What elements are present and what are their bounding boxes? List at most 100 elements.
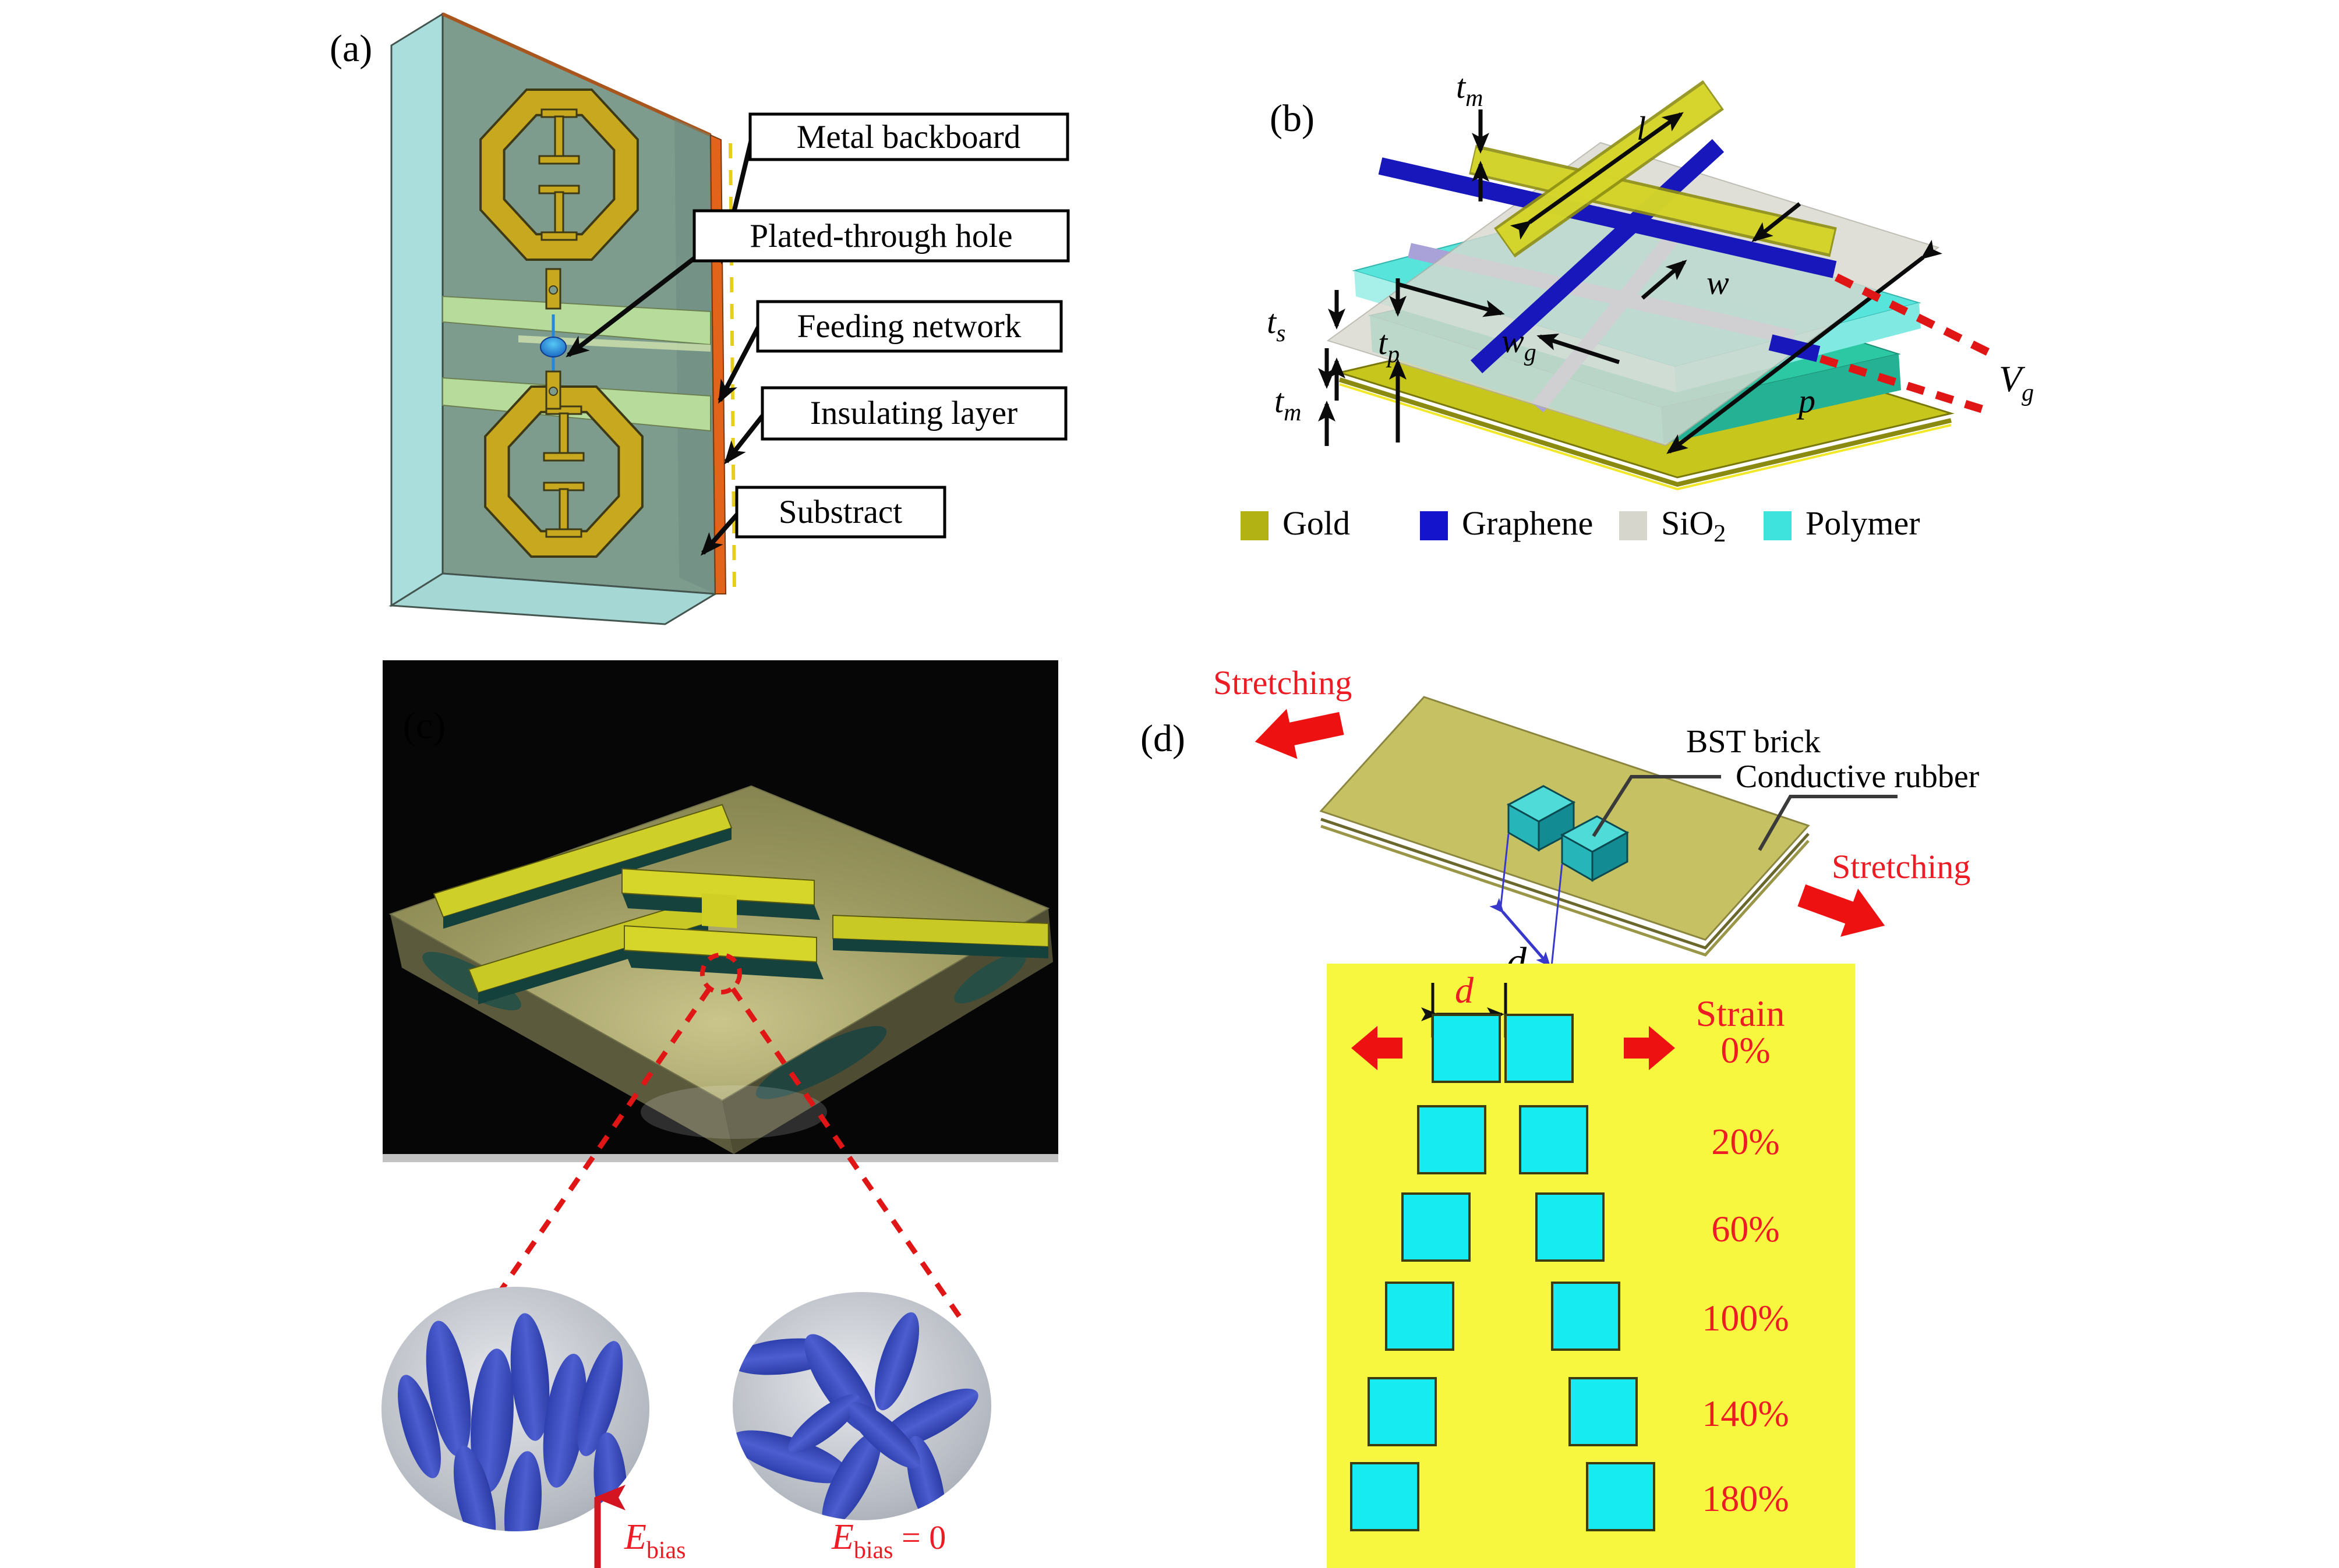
conductive-rubber-pointer bbox=[1758, 795, 1898, 851]
callout-box-insulating-layer bbox=[761, 386, 1068, 441]
d-arrow-blue bbox=[1489, 898, 1551, 968]
h-bottom-bar bbox=[624, 925, 817, 963]
label-tm-bottom-sub: m bbox=[1284, 399, 1301, 426]
h-resonator bbox=[621, 868, 824, 979]
svg-text:Ebias: Ebias bbox=[624, 1517, 686, 1564]
strain-values: 0% 20% 60% 100% 140% 180% bbox=[1702, 1029, 1789, 1519]
callout-feeding-network: Feeding network bbox=[797, 308, 1022, 345]
svg-text:tm: tm bbox=[1274, 382, 1301, 426]
label-ebias: E bbox=[624, 1517, 646, 1557]
label-vg-sub: g bbox=[2022, 380, 2034, 406]
strain-rows bbox=[1350, 1014, 1655, 1531]
stretching-right-label: Stretching bbox=[1832, 848, 1970, 886]
strain-100: 100% bbox=[1702, 1297, 1789, 1339]
bst-brick-pointer bbox=[1592, 775, 1721, 837]
square-r1-right bbox=[1519, 1105, 1588, 1174]
strain-180: 180% bbox=[1702, 1478, 1789, 1519]
svg-text:ts: ts bbox=[1267, 303, 1285, 347]
square-r5-left bbox=[1350, 1462, 1419, 1531]
strain-arrow-left bbox=[1351, 1026, 1402, 1070]
label-w: w bbox=[1706, 264, 1729, 302]
bst-brick-1 bbox=[1506, 785, 1576, 852]
callout-boxes: Metal backboard Plated-through hole Feed… bbox=[692, 112, 1070, 539]
legend-swatch-sio2 bbox=[1619, 511, 1647, 540]
material-legend: Gold Graphene SiO2 Polymer bbox=[1241, 504, 1920, 547]
strain-60: 60% bbox=[1711, 1208, 1779, 1250]
stretching-left-label: Stretching bbox=[1213, 664, 1352, 702]
panel-a-tag: (a) bbox=[330, 27, 372, 70]
h-bottom-bar-side bbox=[624, 950, 824, 979]
dimension-labels: tm l w ts wg p tp tm Vg bbox=[1267, 68, 2034, 426]
callout-insulating-layer: Insulating layer bbox=[810, 395, 1017, 431]
wg-arrow-left bbox=[1536, 333, 1620, 364]
board-left-face bbox=[390, 12, 444, 607]
legend-label-graphene: Graphene bbox=[1462, 504, 1593, 542]
zoom-dashed-circle bbox=[700, 953, 742, 994]
callout-box-plated-through-hole bbox=[692, 209, 1070, 263]
square-r0-left bbox=[1432, 1014, 1501, 1083]
slab-swirl-2 bbox=[755, 1026, 887, 1099]
square-r2-left bbox=[1401, 1192, 1471, 1262]
arrow-plated-through-hole bbox=[566, 255, 697, 358]
octagon-radiator-top bbox=[479, 89, 639, 261]
slab-sheen bbox=[641, 1085, 827, 1139]
legend-swatch-graphene bbox=[1420, 511, 1448, 540]
strain-140: 140% bbox=[1702, 1393, 1789, 1434]
label-tm-bottom: t bbox=[1274, 382, 1285, 420]
square-r2-right bbox=[1535, 1192, 1605, 1262]
label-ebias-zero: E bbox=[831, 1517, 854, 1557]
panel-d-top: (d) Stretching d BST brick bbox=[1140, 664, 1980, 985]
legend-swatch-polymer bbox=[1764, 511, 1792, 540]
panel-b-tag: (b) bbox=[1270, 97, 1315, 140]
square-r3-right bbox=[1551, 1282, 1620, 1351]
arrow-substract bbox=[701, 512, 740, 556]
stretching-left-arrow bbox=[1255, 709, 1344, 759]
square-r3-left bbox=[1385, 1282, 1454, 1351]
d-guide-1 bbox=[1499, 833, 1510, 911]
square-r0-right bbox=[1504, 1014, 1574, 1083]
arrow-feeding-network bbox=[718, 325, 761, 404]
panel-d-tag: (d) bbox=[1140, 717, 1185, 760]
strain-0: 0% bbox=[1720, 1029, 1770, 1071]
callout-metal-backboard: Metal backboard bbox=[797, 119, 1021, 155]
callout-box-metal-backboard bbox=[748, 112, 1069, 161]
feed-hole-top bbox=[549, 285, 558, 295]
callout-substract: Substract bbox=[779, 494, 902, 530]
legend-label-polymer: Polymer bbox=[1806, 504, 1920, 542]
d-guide-2 bbox=[1550, 863, 1563, 967]
feed-hole-bottom bbox=[549, 387, 558, 396]
board-top-edge bbox=[441, 12, 712, 137]
panel-c: (c) bbox=[381, 660, 1058, 1568]
plate-thickness-1 bbox=[1320, 817, 1810, 950]
render-bottom-strip bbox=[383, 1154, 1058, 1162]
inset-random-lc bbox=[733, 1292, 991, 1520]
resonator-render bbox=[388, 785, 1053, 1154]
panel-d-strain-box: d Strain 0% 20% 60% 100% 140% 18 bbox=[1327, 964, 1855, 1568]
label-tm-top-sub: m bbox=[1465, 85, 1483, 112]
label-ts-sub: s bbox=[1276, 320, 1285, 347]
label-tp: t bbox=[1378, 324, 1388, 362]
strain-arrow-right bbox=[1624, 1026, 1675, 1070]
w-arrow-in bbox=[1751, 202, 1801, 242]
legend-label-gold: Gold bbox=[1282, 504, 1350, 542]
callout-box-feeding-network bbox=[756, 300, 1063, 353]
h-top-bar bbox=[621, 868, 815, 906]
svg-text:tp: tp bbox=[1378, 324, 1400, 368]
h-center-post bbox=[702, 893, 737, 928]
zoom-dashed-line-left bbox=[486, 987, 712, 1311]
label-p: p bbox=[1796, 382, 1815, 420]
conductive-rubber-label: Conductive rubber bbox=[1736, 759, 1980, 795]
legend-label-sio2: SiO bbox=[1661, 504, 1713, 542]
rail-right-side bbox=[833, 939, 1048, 958]
square-r4-right bbox=[1568, 1377, 1638, 1446]
panel-b: (b) bbox=[1241, 68, 2034, 547]
arrow-insulating-layer bbox=[724, 413, 766, 465]
svg-text:Vg: Vg bbox=[1999, 358, 2034, 406]
plate-thickness-2 bbox=[1320, 824, 1810, 957]
p-arrow bbox=[1666, 239, 1942, 454]
label-wg-sub: g bbox=[1524, 339, 1536, 366]
svg-text:SiO2: SiO2 bbox=[1661, 504, 1726, 547]
l-arrow bbox=[1510, 112, 1684, 240]
panel-c-tag: (c) bbox=[403, 705, 446, 747]
